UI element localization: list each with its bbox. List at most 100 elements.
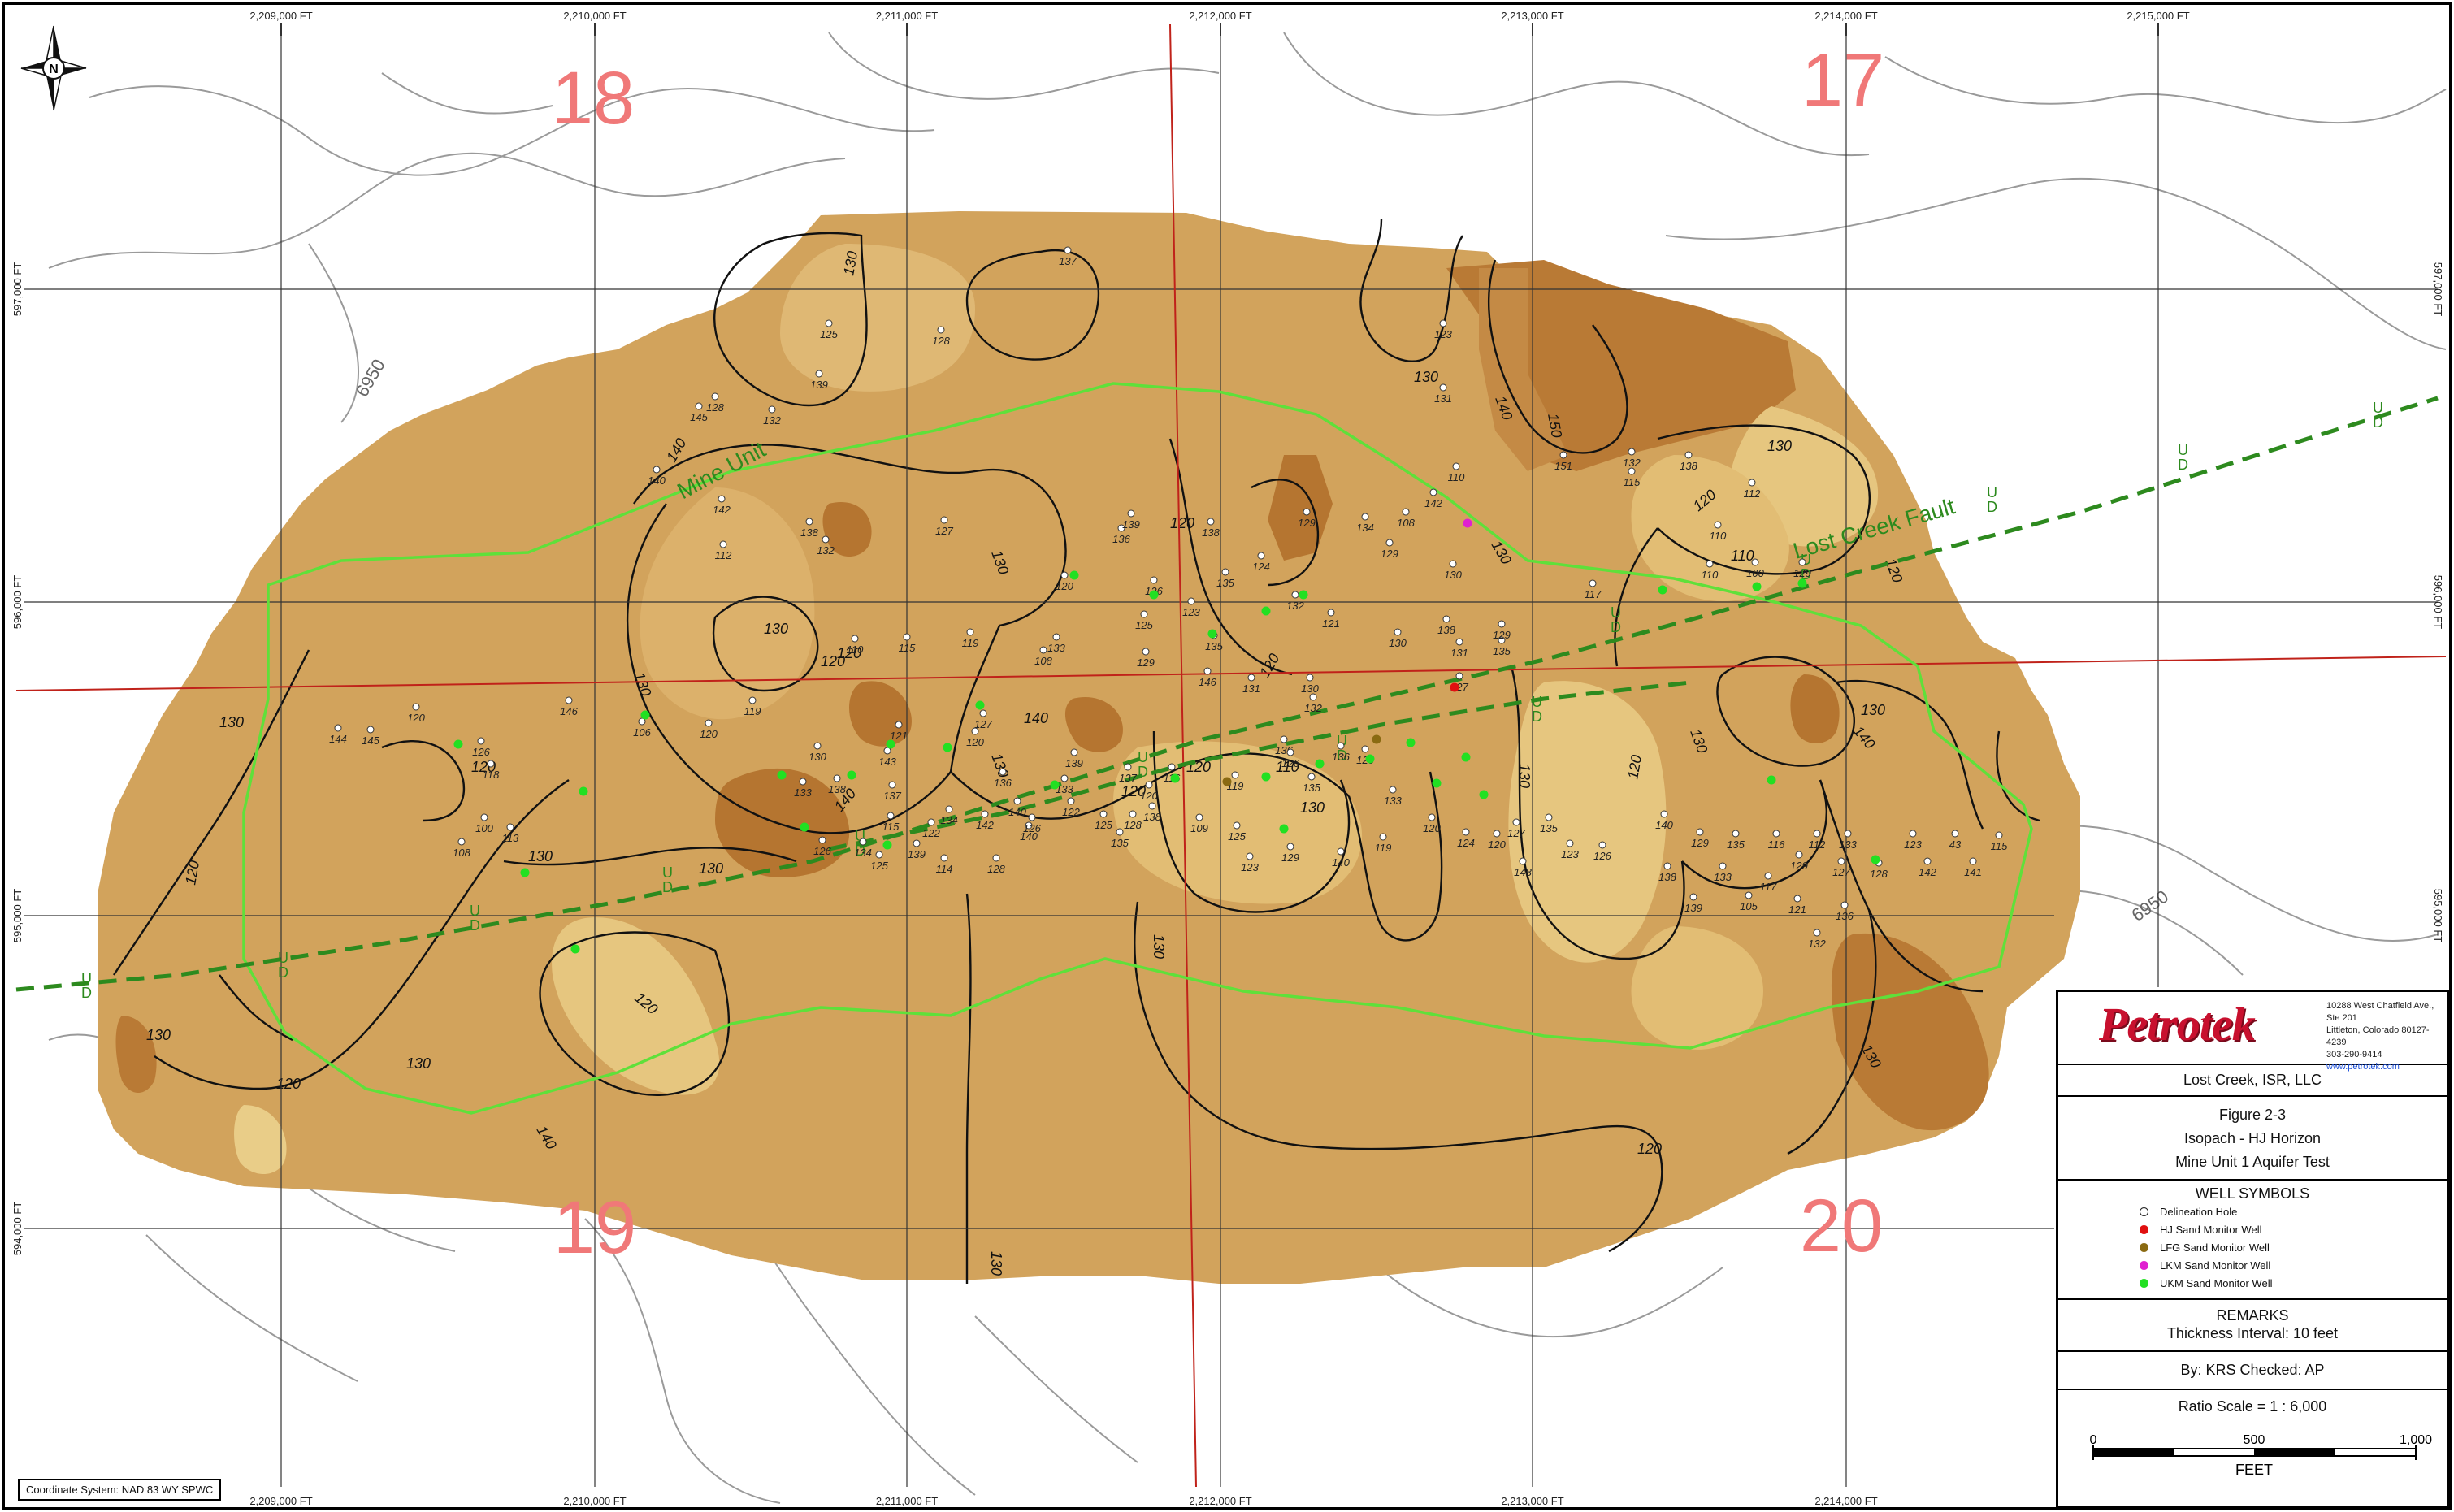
- contour-label: 130: [764, 621, 788, 637]
- delineation-hole-icon: [859, 838, 867, 846]
- section-number: 19: [553, 1186, 636, 1269]
- delineation-hole-icon: [1379, 833, 1387, 841]
- well-thickness-label: 126: [472, 746, 490, 758]
- scale-unit: FEET: [2235, 1462, 2273, 1478]
- well-thickness-label: 134: [1356, 522, 1374, 534]
- section-number: 17: [1801, 39, 1884, 122]
- delineation-hole-icon: [937, 326, 945, 334]
- delineation-hole-icon: [1795, 851, 1803, 859]
- ukm-sand-well-icon: [1207, 629, 1217, 639]
- delineation-hole-icon: [1067, 797, 1075, 805]
- contour-label: 130: [528, 848, 553, 864]
- well-thickness-label: 133: [1384, 795, 1402, 807]
- delineation-hole-icon: [1337, 847, 1345, 856]
- well-thickness-label: 112: [715, 549, 732, 561]
- secondary-fault-line: [828, 680, 1691, 851]
- legend-item-hj: HJ Sand Monitor Well: [2058, 1220, 2447, 1238]
- figure-title: Isopach - HJ Horizon: [2183, 1130, 2322, 1146]
- well-thickness-label: 136: [1332, 751, 1350, 763]
- well-thickness-label: 108: [1034, 655, 1052, 667]
- delineation-hole-icon: [805, 518, 813, 526]
- legend-label: UKM Sand Monitor Well: [2160, 1276, 2273, 1289]
- well-thickness-label: 135: [1216, 577, 1234, 589]
- ukm-sand-well-icon: [1170, 773, 1180, 783]
- delineation-hole-icon: [565, 696, 573, 704]
- delineation-hole-icon: [833, 774, 841, 782]
- delineation-hole-icon: [1221, 568, 1229, 576]
- figure-number: Figure 2-3: [2218, 1107, 2287, 1123]
- delineation-hole-icon: [748, 696, 757, 704]
- delineation-hole-icon: [1512, 818, 1520, 826]
- delineation-hole-icon: [979, 709, 987, 717]
- legend-label: LFG Sand Monitor Well: [2160, 1241, 2270, 1254]
- well-thickness-label: 139: [1684, 902, 1702, 914]
- figure-subtitle: Mine Unit 1 Aquifer Test: [2175, 1154, 2330, 1170]
- delineation-hole-icon: [1246, 852, 1254, 860]
- delineation-hole-icon: [1064, 246, 1072, 254]
- delineation-hole-icon: [895, 721, 903, 729]
- contour-label: 110: [1731, 548, 1754, 564]
- remarks-block: REMARKS Thickness Interval: 10 feet: [2058, 1300, 2447, 1352]
- company-url[interactable]: www.petrotek.com: [2326, 1062, 2400, 1072]
- well-thickness-label: 138: [800, 526, 818, 539]
- well-thickness-label: 122: [922, 827, 940, 839]
- delineation-hole-icon: [1187, 597, 1195, 605]
- contour-label: 140: [1024, 710, 1048, 726]
- delineation-hole-icon: [1719, 862, 1727, 870]
- ukm-sand-well-icon: [1365, 754, 1375, 764]
- well-thickness-label: 129: [1137, 656, 1155, 669]
- legend-label: HJ Sand Monitor Well: [2160, 1223, 2262, 1236]
- ukm-sand-well-icon: [975, 700, 985, 710]
- well-thickness-label: 128: [1870, 868, 1888, 880]
- grid-tick-marks: [280, 23, 2159, 36]
- well-thickness-label: 135: [1727, 838, 1745, 851]
- delineation-hole-icon: [1117, 524, 1125, 532]
- delineation-hole-icon: [1233, 821, 1241, 830]
- contour-label: 130: [988, 1251, 1004, 1276]
- well-thickness-label: 126: [1281, 757, 1299, 769]
- well-thickness-label: 120: [1488, 838, 1506, 851]
- delineation-hole-icon: [1429, 488, 1437, 496]
- well-thickness-label: 123: [1434, 328, 1452, 340]
- delineation-hole-icon: [1714, 521, 1722, 529]
- ukm-sand-well-icon: [1797, 578, 1807, 588]
- delineation-hole-icon: [653, 466, 661, 474]
- well-thickness-label: 100: [475, 822, 493, 834]
- well-thickness-label: 121: [1788, 903, 1806, 916]
- well-thickness-label: 116: [1768, 838, 1785, 851]
- well-thickness-label: 148: [1514, 866, 1532, 878]
- well-thickness-label: 125: [870, 860, 888, 872]
- lfg-sand-well-icon: [1222, 777, 1232, 786]
- well-thickness-label: 117: [1760, 881, 1777, 893]
- delineation-hole-icon: [1025, 821, 1033, 830]
- delineation-hole-icon: [927, 818, 935, 826]
- well-thickness-label: 128: [932, 335, 950, 347]
- scale-bar: 0 500 1,000 FEET: [2090, 1433, 2433, 1478]
- delineation-hole-icon: [638, 717, 646, 726]
- well-thickness-label: 142: [976, 819, 994, 831]
- legend-item-ukm: UKM Sand Monitor Well: [2058, 1274, 2447, 1292]
- fault-up-marker: U: [1532, 694, 1542, 710]
- well-thickness-label: 130: [1301, 682, 1319, 695]
- well-thickness-label: 121: [1322, 617, 1340, 630]
- ukm-sand-well-icon: [1658, 585, 1667, 595]
- well-thickness-label: 136: [1112, 533, 1130, 545]
- delineation-hole-icon: [719, 540, 727, 548]
- ukm-sand-well-icon: [847, 770, 856, 780]
- delineation-hole-icon: [999, 768, 1007, 776]
- delineation-hole-icon: [477, 737, 485, 745]
- scale-tick-label: 0: [2090, 1433, 2097, 1447]
- well-thickness-label: 132: [1623, 457, 1641, 469]
- delineation-hole-icon: [940, 854, 948, 862]
- contour-label: 120: [276, 1076, 301, 1092]
- delineation-hole-icon: [1303, 508, 1311, 516]
- well-thickness-label: 138: [1202, 526, 1220, 539]
- hj-sand-well-icon: [2140, 1224, 2148, 1234]
- fault-up-marker: U: [662, 864, 673, 881]
- ukm-sand-well-icon: [1279, 824, 1289, 834]
- well-thickness-label: 142: [1424, 497, 1442, 509]
- delineation-hole-icon: [913, 839, 921, 847]
- remarks-title: REMARKS: [2216, 1307, 2289, 1324]
- contour-label: 130: [1300, 799, 1325, 816]
- fault-down-marker: D: [1611, 619, 1621, 635]
